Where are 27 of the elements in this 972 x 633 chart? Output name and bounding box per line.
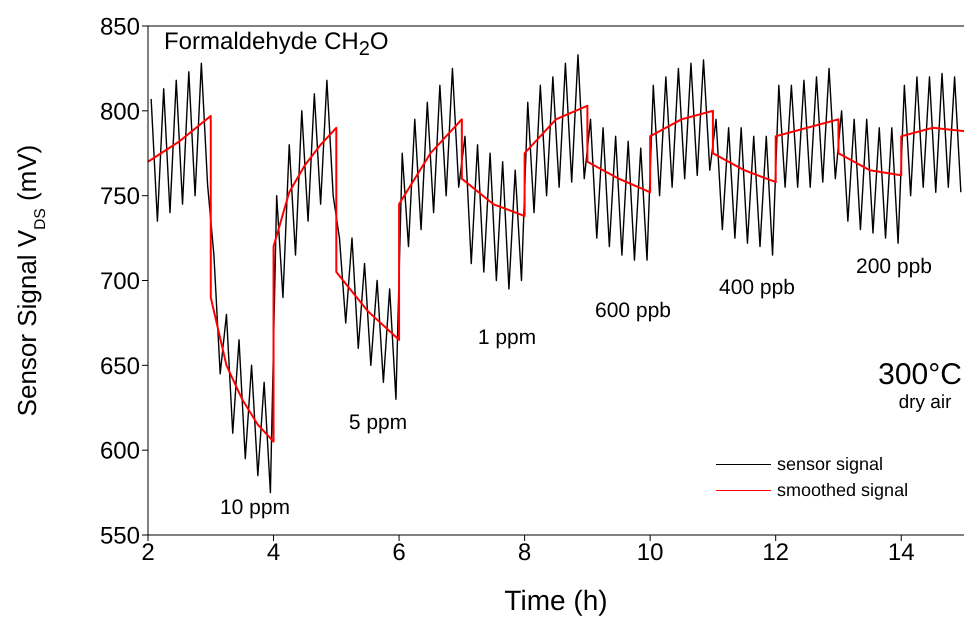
annotation: 600 ppb [595, 299, 671, 323]
legend-label: sensor signal [777, 454, 884, 474]
y-tick-label: 750 [100, 183, 140, 210]
y-tick-label: 700 [100, 268, 140, 296]
x-tick-label: 14 [888, 539, 915, 566]
legend-label: smoothed signal [777, 480, 908, 500]
annotation: 5 ppm [348, 411, 408, 435]
x-tick-label: 12 [762, 539, 790, 566]
y-tick-label: 600 [100, 438, 140, 465]
y-tick-label: 850 [100, 14, 140, 41]
chart-title: Formaldehyde CH$_{2}$O [164, 28, 389, 60]
line-series [148, 104, 964, 443]
x-tick-label: 8 [518, 539, 532, 566]
x-tick-label: 4 [266, 539, 280, 566]
annotation: 400 ppb [719, 276, 795, 300]
annotation: 300°C [878, 358, 962, 392]
annotation: 1 ppm [478, 326, 536, 350]
annotation: dry air [898, 392, 952, 414]
x-axis-title: Time (h) [504, 585, 608, 616]
x-tick-label: 10 [636, 539, 664, 566]
y-tick-label: 550 [100, 522, 140, 550]
y-tick-label: 650 [100, 352, 140, 380]
x-tick-label: 6 [392, 539, 406, 566]
x-tick-label: 2 [141, 539, 155, 566]
y-tick-label: 800 [100, 98, 140, 126]
annotation: 10 ppm [220, 496, 290, 520]
annotation: 200 ppb [856, 255, 932, 279]
